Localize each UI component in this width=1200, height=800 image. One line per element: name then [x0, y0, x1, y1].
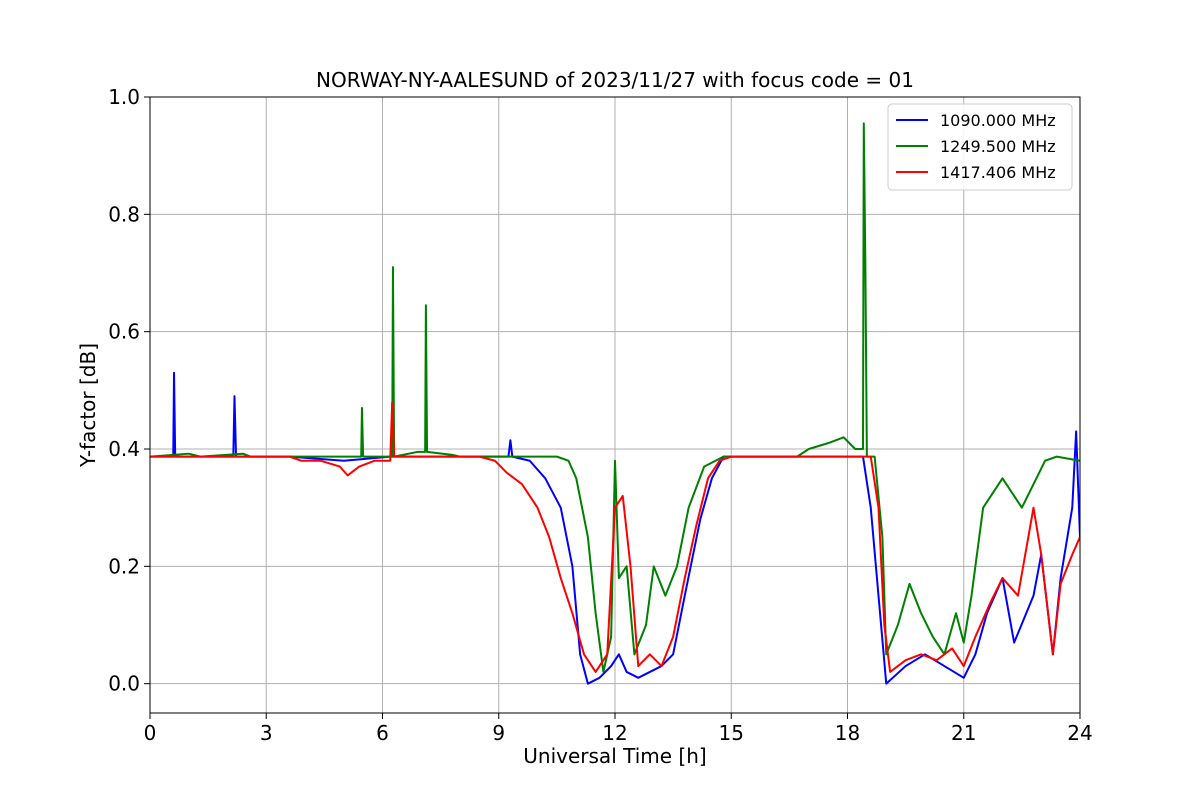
legend-label: 1417.406 MHz	[940, 163, 1056, 182]
x-tick-label: 0	[144, 721, 157, 745]
legend-label: 1090.000 MHz	[940, 111, 1056, 130]
chart-title: NORWAY-NY-AALESUND of 2023/11/27 with fo…	[316, 68, 914, 92]
x-tick-label: 18	[835, 721, 860, 745]
x-tick-label: 15	[719, 721, 744, 745]
x-axis-label: Universal Time [h]	[523, 744, 706, 768]
x-tick-label: 21	[951, 721, 976, 745]
x-tick-label: 6	[376, 721, 389, 745]
y-tick-label: 0.2	[108, 554, 140, 578]
legend-label: 1249.500 MHz	[940, 137, 1056, 156]
legend-box	[887, 103, 1073, 191]
series-line	[150, 122, 1080, 673]
y-axis: 0.0 0.2 0.4 0.6 0.8 1.0	[108, 85, 150, 696]
x-tick-label: 9	[492, 721, 505, 745]
x-tick-label: 12	[602, 721, 627, 745]
series-line	[150, 401, 1080, 673]
y-axis-label: Y-factor [dB]	[76, 343, 100, 468]
y-tick-label: 1.0	[108, 85, 140, 109]
x-tick-label: 3	[260, 721, 273, 745]
y-tick-label: 0.4	[108, 437, 140, 461]
series-layer	[150, 122, 1080, 685]
x-axis: 0 3 6 9 12 15 18 21 24	[144, 713, 1093, 745]
y-tick-label: 0.0	[108, 672, 140, 696]
legend: 1090.000 MHz 1249.500 MHz 1417.406 MHz	[887, 103, 1073, 191]
y-tick-label: 0.6	[108, 320, 140, 344]
x-tick-label: 24	[1067, 721, 1092, 745]
y-tick-label: 0.8	[108, 202, 140, 226]
